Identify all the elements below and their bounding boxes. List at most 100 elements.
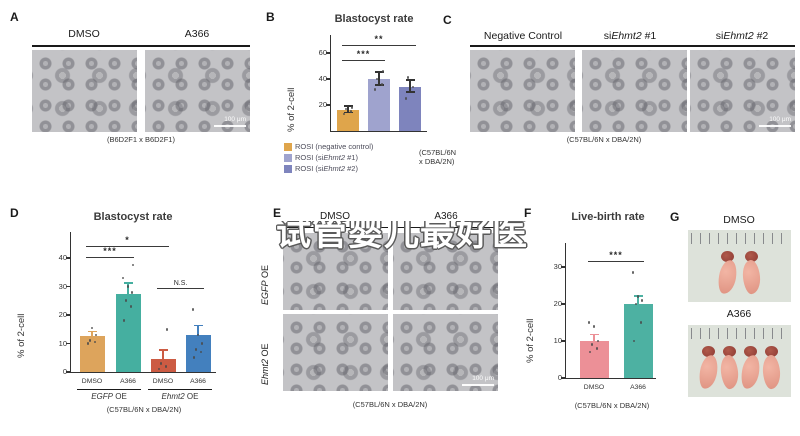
panel-d-group1-label: EGFP OE <box>91 392 127 401</box>
legend-label: ROSI (siEhmt2 #2) <box>295 164 358 173</box>
y-tick-mark <box>66 314 70 316</box>
error-bar-cap <box>193 342 203 344</box>
placenta <box>764 346 778 357</box>
y-tick-label: 40 <box>318 74 327 83</box>
bar-rosi-negative-control- <box>337 110 359 131</box>
error-bar <box>347 106 349 114</box>
significance-line <box>86 245 169 247</box>
y-tick-label: 20 <box>58 310 67 319</box>
error-bar-cap <box>193 324 203 327</box>
error-bar <box>162 350 164 368</box>
y-tick-mark <box>561 303 565 305</box>
legend-item-negative-control: ROSI (negative control) <box>284 142 373 151</box>
pup-body <box>716 258 739 296</box>
scatter-dot <box>595 347 599 350</box>
scatter-dot <box>121 276 125 280</box>
scatter-dot <box>93 340 97 344</box>
error-bar-cap <box>374 84 384 86</box>
bar-a366 <box>623 304 653 378</box>
legend-label: ROSI (negative control) <box>295 142 374 151</box>
x-tick-label: DMSO <box>81 378 103 385</box>
scale-bar-label: 100 μm <box>769 116 791 123</box>
scatter-dot <box>164 365 168 368</box>
scatter-dot <box>126 285 130 288</box>
scatter-dot <box>411 85 415 89</box>
scatter-dot <box>131 263 135 267</box>
panel-d-ylabel: % of 2-cell <box>16 313 27 358</box>
scatter-dot <box>632 339 636 343</box>
x-tick-label: DMSO <box>583 384 605 391</box>
panel-d-group2-rule <box>148 389 212 390</box>
legend-swatch-orange <box>284 142 292 151</box>
x-tick-label: A366 <box>190 378 206 385</box>
panel-c-siehmt2-2-micrograph: 100 μm <box>690 50 795 132</box>
pup-body <box>718 354 740 390</box>
panel-letter-c: C <box>443 13 452 27</box>
error-bar-cap <box>589 333 599 336</box>
y-tick-mark <box>66 371 70 373</box>
scatter-dot <box>94 333 98 337</box>
panel-c-siehmt2-1-micrograph <box>582 50 687 132</box>
scatter-dot <box>159 362 163 365</box>
panel-c-col3-label: siEhmt2 #2 <box>715 30 769 42</box>
scatter-dot <box>90 326 94 330</box>
scatter-dot <box>344 107 348 111</box>
scatter-dot <box>375 77 379 81</box>
scatter-dot <box>404 97 408 100</box>
scatter-dot <box>200 342 204 345</box>
panel-c-col1-label: Negative Control <box>483 30 563 42</box>
scatter-dot <box>634 302 638 306</box>
panel-letter-b: B <box>266 10 275 24</box>
scale-bar <box>214 125 246 127</box>
panel-d-group1-rule <box>77 389 141 390</box>
pup <box>738 346 762 391</box>
panel-c-negative-control-micrograph <box>470 50 575 132</box>
y-tick-label: 0 <box>62 367 67 376</box>
panel-a-col1-label: DMSO <box>68 28 100 40</box>
scatter-dot <box>406 76 410 79</box>
y-tick-mark <box>326 78 330 80</box>
y-tick-mark <box>326 52 330 54</box>
scatter-dot <box>373 88 377 91</box>
error-bar-cap <box>633 309 643 312</box>
significance-label: * <box>125 235 130 245</box>
significance-label: *** <box>609 250 623 260</box>
scatter-dot <box>588 350 592 354</box>
pup-group <box>688 346 791 391</box>
x-tick-label: A366 <box>630 384 646 391</box>
y-tick-label: 60 <box>318 48 327 57</box>
significance-label: ** <box>374 34 384 44</box>
scatter-dot <box>639 321 643 324</box>
panel-d-title: Blastocyst rate <box>93 211 173 223</box>
panel-a-dmso-micrograph <box>32 50 137 132</box>
panel-f-title: Live-birth rate <box>571 211 645 223</box>
panel-f-plot: 0 10 20 30 DMSO A366 *** <box>554 243 656 391</box>
ruler <box>691 233 788 244</box>
panel-e-col1-label: DMSO <box>320 211 350 222</box>
y-tick-label: 20 <box>553 299 562 308</box>
scatter-dot <box>192 356 196 360</box>
panel-e-row1-label: EGFP OE <box>260 264 270 305</box>
scatter-dot <box>122 319 126 322</box>
panel-b-strain-caption: (C57BL/6N x DBA/2N) <box>419 148 457 166</box>
y-tick-mark <box>561 266 565 268</box>
scatter-dot <box>342 112 346 116</box>
panel-letter-d: D <box>10 206 19 220</box>
y-tick-label: 30 <box>58 281 67 291</box>
error-bar <box>637 296 639 312</box>
panel-b-plot: 20 40 60 *** ** <box>319 34 427 132</box>
panel-g-a366-pups-photo <box>688 325 791 397</box>
y-tick-mark <box>561 377 565 379</box>
error-bar <box>91 332 93 341</box>
error-bar <box>378 72 380 86</box>
panel-e-strain-caption: (C57BL/6N x DBA/2N) <box>352 400 428 409</box>
legend-label: ROSI (siEhmt2 #1) <box>295 153 358 162</box>
panel-c-col2-label: siEhmt2 #1 <box>603 30 657 42</box>
error-bar <box>127 283 129 304</box>
y-tick-mark <box>66 285 70 287</box>
bar-rosi-siehmt2-1- <box>368 79 390 131</box>
error-bar-cap <box>158 366 168 368</box>
panel-a-col2-label: A366 <box>184 28 210 40</box>
placenta <box>743 346 757 357</box>
panel-g-dmso-label: DMSO <box>723 214 755 226</box>
